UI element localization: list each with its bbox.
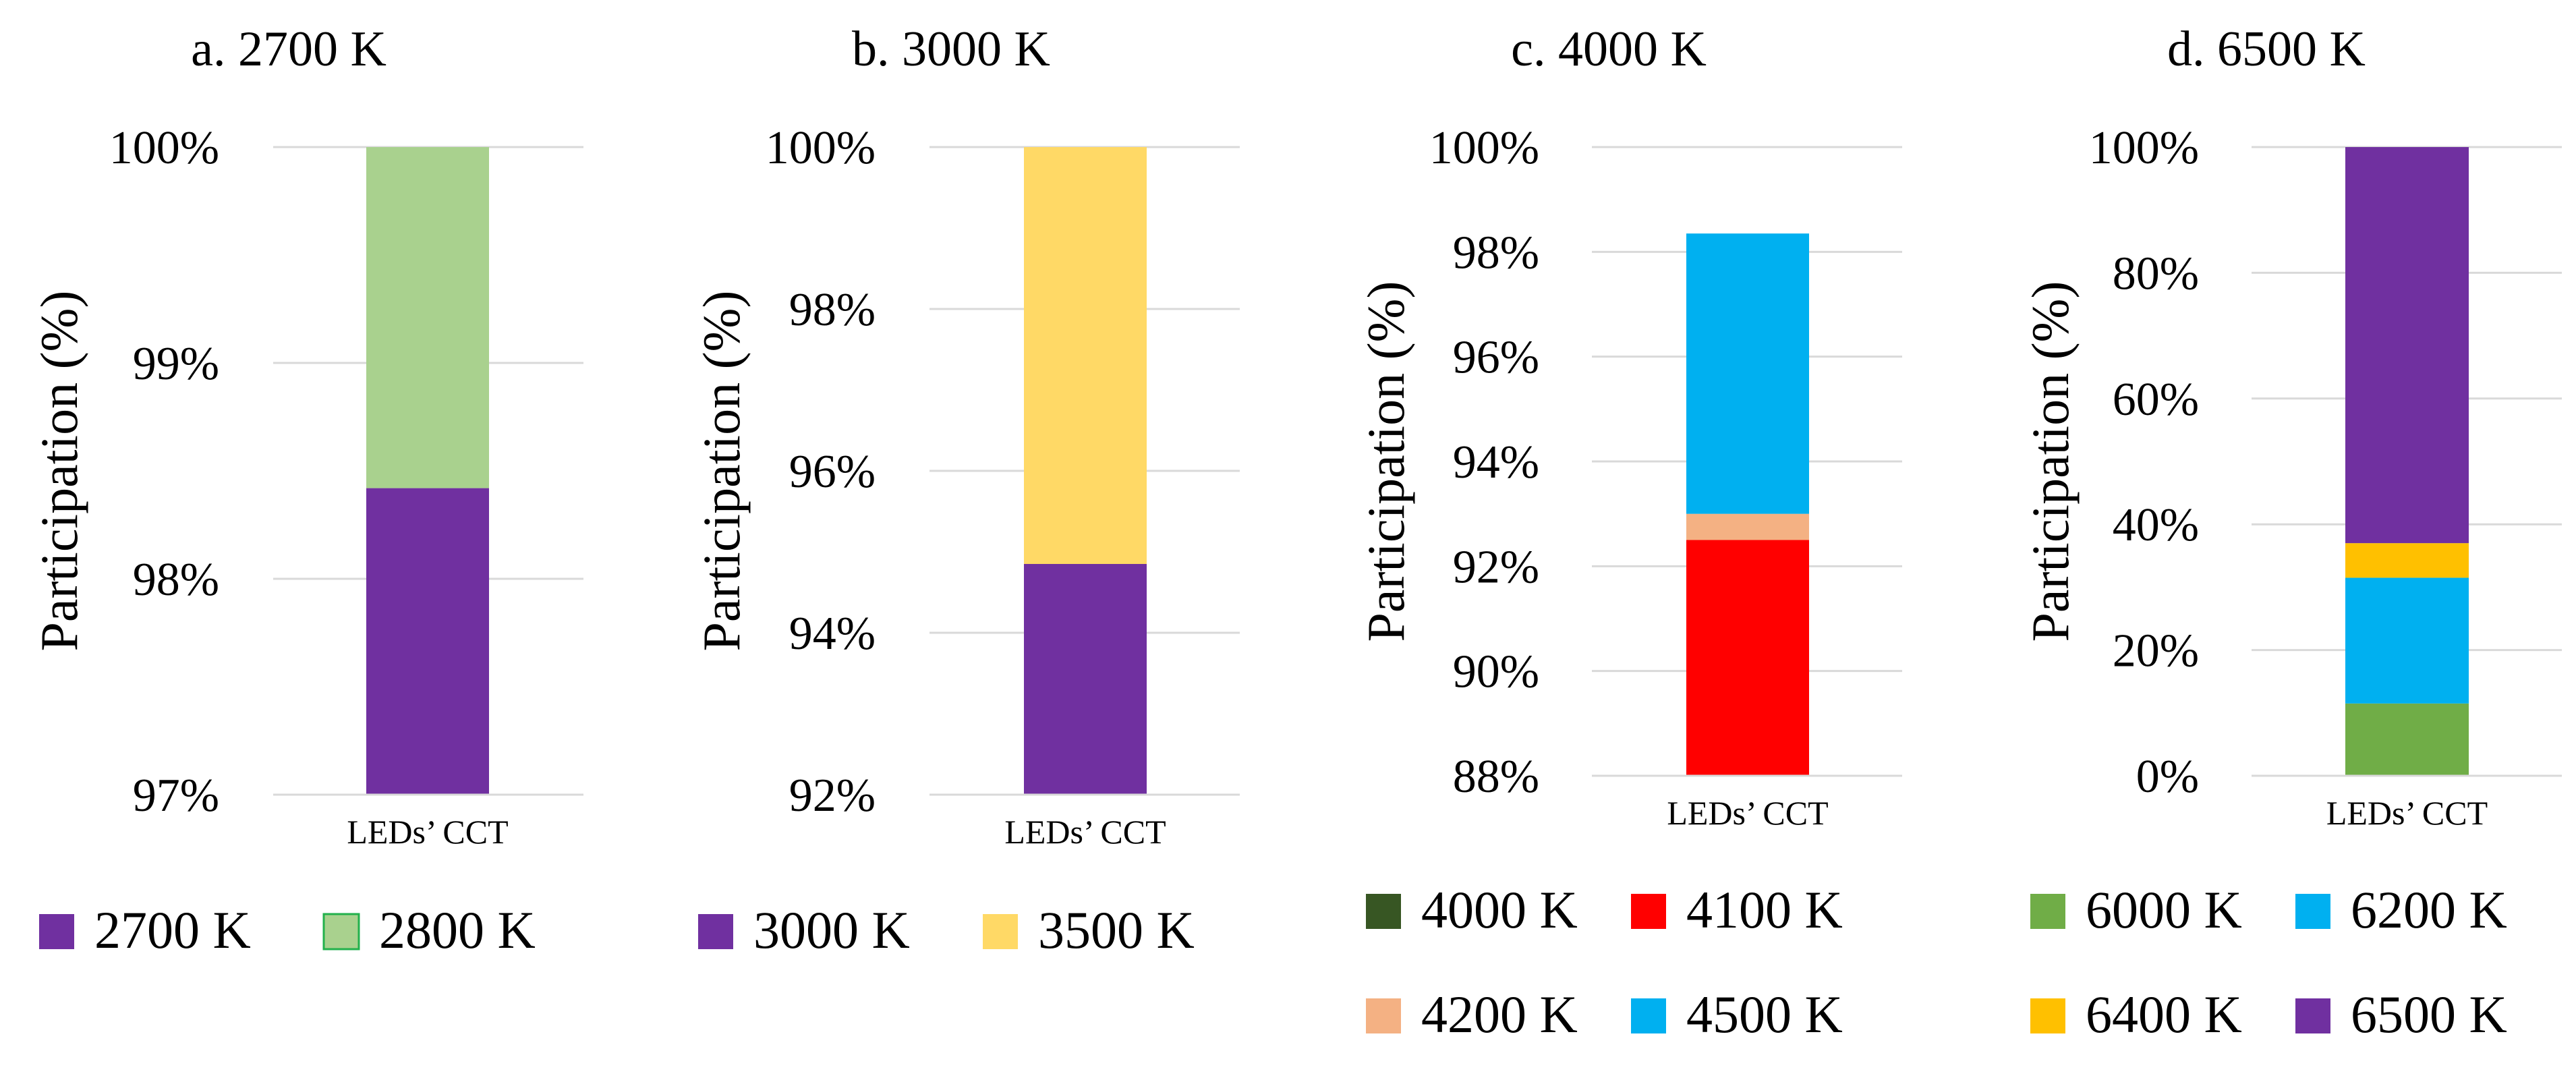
legend-swatch [2030,894,2065,929]
y-tick-label: 100% [1429,122,1539,174]
y-tick-label: 94% [1453,436,1539,488]
legend-swatch [322,913,360,951]
y-tick-label: 40% [2113,499,2199,551]
legend-label: 6400 K [2086,985,2242,1044]
y-tick-label: 20% [2113,625,2199,677]
y-tick-label: 96% [789,446,876,498]
bar-segment-3500k [1024,147,1147,564]
y-tick-label: 96% [1453,332,1539,384]
bar-segment-6400k [2345,543,2469,578]
y-tick-label: 88% [1453,751,1539,803]
chart-panel-1: b. 3000 K 92% 94% 96% 98% 100% Participation (… [692,22,1240,959]
y-tick-label: 92% [789,770,876,822]
y-axis-label: Participation (%) [2021,281,2080,642]
y-tick-label: 60% [2113,374,2199,426]
legend-label: 6000 K [2086,880,2242,939]
y-axis-label: Participation (%) [692,291,751,652]
legend-label: 4000 K [1421,880,1578,939]
y-tick-label: 0% [2136,751,2199,803]
y-tick-label: 92% [1453,541,1539,593]
legend-label: 4200 K [1421,985,1578,1044]
legend-label: 6200 K [2351,880,2507,939]
y-tick-label: 98% [1453,227,1539,279]
y-tick-label: 99% [133,338,219,390]
y-tick-label: 97% [133,770,219,822]
bar-segment-4100k [1686,540,1809,776]
x-category-label: LEDs’ CCT [1004,813,1166,851]
y-axis-label: Participation (%) [30,291,88,652]
chart-title: c. 4000 K [1511,22,1707,77]
legend-label: 3500 K [1038,901,1195,959]
chart-title: d. 6500 K [2167,22,2366,77]
bar-segment-4500k [1686,233,1809,514]
chart-panel-2: c. 4000 K 88% 90% 92% 94% 96% 98% 100% Participa… [1356,22,1902,1044]
y-tick-label: 98% [789,284,876,336]
legend-label: 4100 K [1686,880,1843,939]
y-tick-label: 80% [2113,248,2199,300]
chart-panel-0: a. 2700 K 97% 98% 99% 100% Participation (%) L… [30,22,583,959]
x-category-label: LEDs’ CCT [1667,794,1828,832]
legend-swatch [2295,998,2330,1033]
y-tick-label: 98% [133,554,219,606]
legend-label: 4500 K [1686,985,1843,1044]
y-tick-label: 100% [2089,122,2199,174]
y-tick-label: 90% [1453,646,1539,698]
legend-swatch [698,914,733,949]
legend-swatch [1366,894,1401,929]
y-axis-label: Participation (%) [1356,281,1415,642]
chart-title: a. 2700 K [191,22,387,77]
chart-panel-3: d. 6500 K 0% 20% 40% 60% 80% 100% Participation… [2021,22,2562,1044]
legend-swatch [1366,998,1401,1033]
legend-label: 6500 K [2351,985,2507,1044]
bar-segment-6500k [2345,147,2469,544]
legend-label: 2700 K [94,901,251,959]
legend-swatch [39,914,74,949]
y-tick-label: 94% [789,608,876,660]
chart-title: b. 3000 K [852,22,1050,77]
bar-segment-3000k [1024,564,1147,795]
bar-segment-6000k [2345,703,2469,776]
legend-label: 2800 K [379,901,536,959]
legend-swatch [1631,998,1666,1033]
bar-segment-4200k [1686,513,1809,540]
x-category-label: LEDs’ CCT [347,813,508,851]
legend-label: 3000 K [753,901,910,959]
x-category-label: LEDs’ CCT [2326,794,2488,832]
bar-segment-2700k [366,488,489,795]
bar-segment-2800k [366,147,489,488]
y-tick-label: 100% [109,122,219,174]
legend-swatch [2295,894,2330,929]
y-tick-label: 100% [766,122,876,174]
legend-swatch [983,914,1018,949]
bar-segment-6200k [2345,577,2469,704]
legend-swatch [1631,894,1666,929]
legend-swatch [2030,998,2065,1033]
